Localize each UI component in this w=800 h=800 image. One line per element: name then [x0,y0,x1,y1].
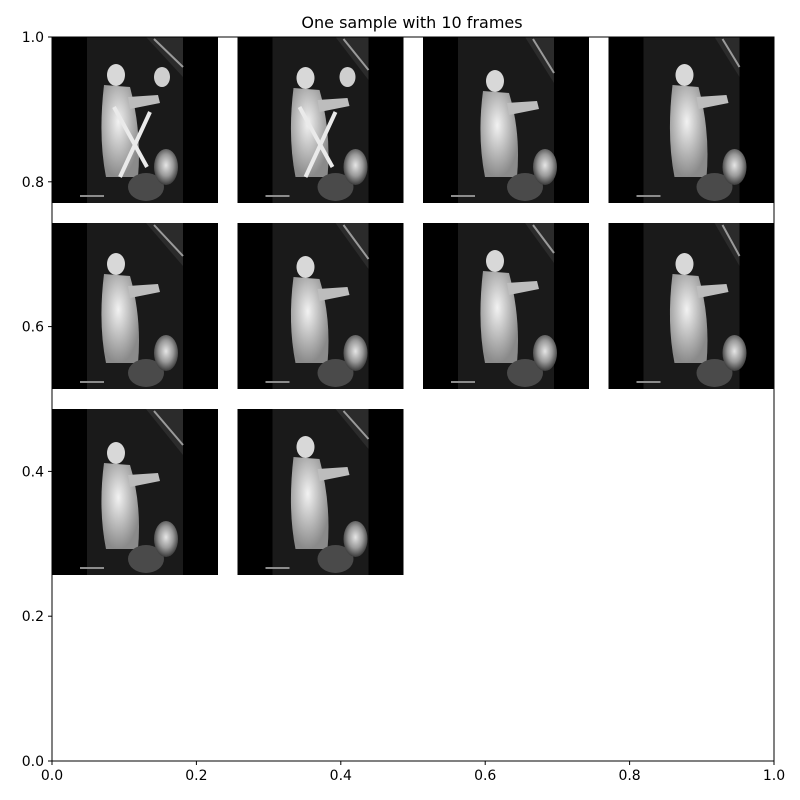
figure-title: One sample with 10 frames [301,13,522,32]
x-tick-label: 0.2 [185,768,207,784]
axis-ticks: 0.0 0.2 0.4 0.6 0.8 1.0 0.0 0.2 0.4 0.6 0.8 1.0 [22,30,785,784]
x-tick-label: 1.0 [763,768,785,784]
video-frame [608,223,775,389]
y-tick-label: 0.2 [22,609,44,625]
x-tick-label: 0.8 [618,768,640,784]
video-frame [423,37,589,203]
video-frame [237,37,404,203]
y-tick-label: 1.0 [22,30,44,46]
video-frame [237,223,404,389]
y-tick-label: 0.4 [22,464,44,480]
y-tick-label: 0.8 [22,175,44,191]
video-frame [423,223,589,389]
video-frame [52,409,218,575]
video-frame [52,223,218,389]
y-tick-label: 0.0 [22,754,44,770]
video-frame [608,37,775,203]
frames-grid [52,37,775,575]
x-tick-label: 0.6 [474,768,496,784]
video-frame [52,37,218,203]
video-frame [237,409,404,575]
x-tick-label: 0.0 [41,768,63,784]
axes-frame [51,36,775,762]
x-tick-label: 0.4 [330,768,352,784]
y-tick-label: 0.6 [22,320,44,336]
